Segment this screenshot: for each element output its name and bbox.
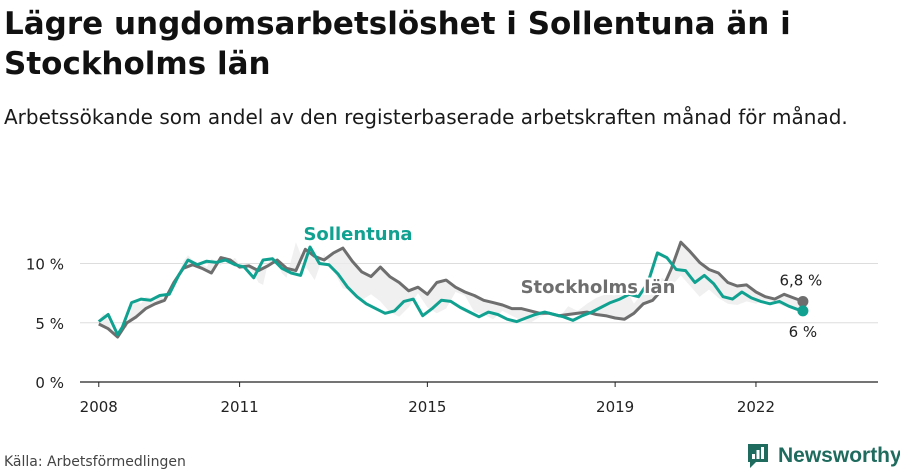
- end-point-sollentuna: [797, 305, 809, 317]
- x-axis-ticks: 2008 2011 2015 2019 2022: [80, 382, 775, 416]
- series-label-sollentuna: Sollentuna: [303, 224, 412, 245]
- chart-title: Lägre ungdomsarbetslöshet i Sollentuna ä…: [4, 6, 791, 82]
- series-line-stockholms-lan: [98, 240, 804, 339]
- y-tick-label: 10 %: [26, 256, 64, 274]
- source-note: Källa: Arbetsförmedlingen: [4, 454, 186, 470]
- x-tick-label: 2011: [221, 398, 259, 416]
- y-tick-label: 5 %: [35, 315, 64, 333]
- newsworthy-logo-icon: [748, 444, 768, 468]
- x-tick-label: 2022: [737, 398, 775, 416]
- x-tick-label: 2015: [408, 398, 446, 416]
- x-tick-label: 2019: [596, 398, 634, 416]
- brand-logo[interactable]: Newsworthy: [746, 442, 900, 470]
- chart-subtitle: Arbetssökande som andel av den registerb…: [4, 105, 848, 129]
- end-point-stockholms-lan: [797, 295, 809, 307]
- series-line-sollentuna: [97, 245, 804, 337]
- brand-name: Newsworthy: [778, 444, 900, 467]
- series-label-stockholms-lan: Stockholms län: [521, 277, 676, 298]
- gap-fill-area: [98, 242, 803, 337]
- y-tick-label: 0 %: [35, 374, 64, 392]
- x-tick-label: 2008: [80, 398, 118, 416]
- end-value-label-sollentuna: 6 %: [789, 323, 818, 341]
- y-axis-ticks: 0 % 5 % 10 %: [26, 256, 64, 392]
- end-value-label-stockholms-lan: 6,8 %: [779, 271, 822, 289]
